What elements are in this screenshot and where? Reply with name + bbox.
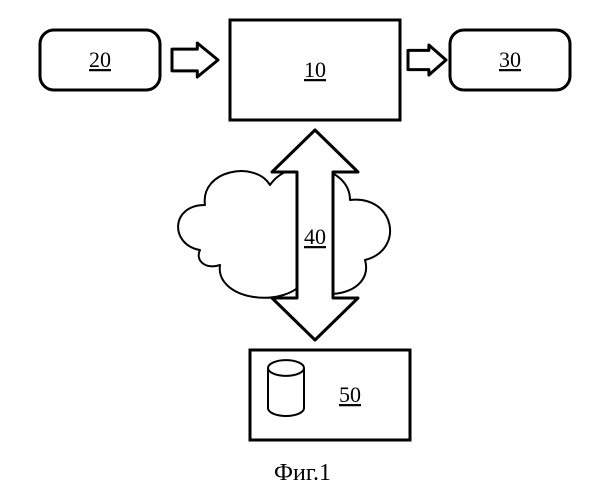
label-50: 50 <box>339 382 361 407</box>
figure-caption: Фиг.1 <box>274 460 331 486</box>
database-cylinder-icon <box>268 360 304 416</box>
figure-diagram: 20 10 30 50 40 Фиг.1 <box>0 0 605 500</box>
label-20: 20 <box>89 47 111 72</box>
label-30: 30 <box>499 47 521 72</box>
label-40: 40 <box>304 224 326 249</box>
cloud-shape <box>178 167 390 298</box>
label-10: 10 <box>304 57 326 82</box>
arrow-20-to-10 <box>172 43 218 77</box>
arrow-10-to-30 <box>408 45 446 75</box>
